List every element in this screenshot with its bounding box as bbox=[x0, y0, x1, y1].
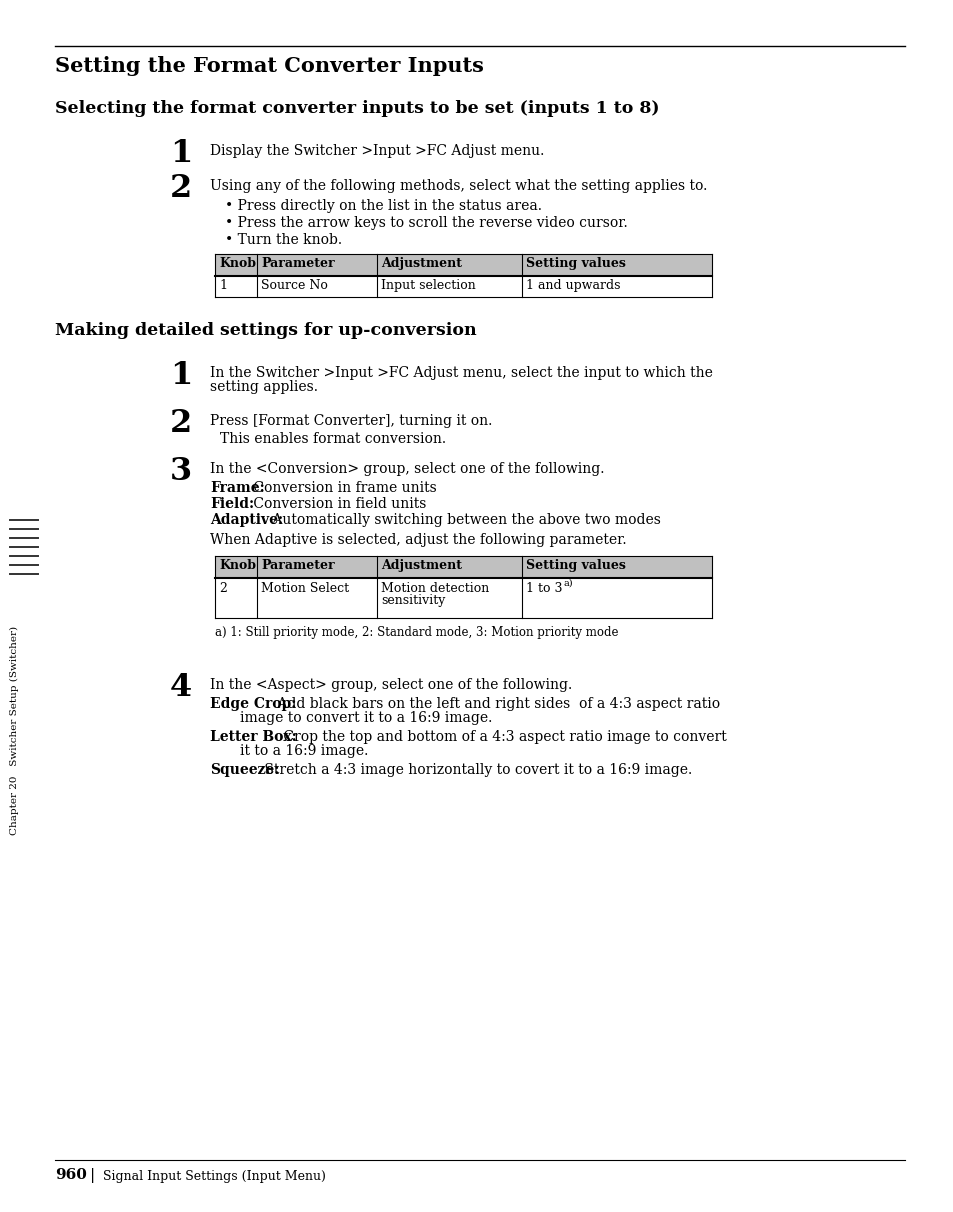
Text: Source No: Source No bbox=[261, 279, 328, 292]
Text: Edge Crop:: Edge Crop: bbox=[210, 697, 296, 711]
Text: Knob: Knob bbox=[219, 257, 255, 270]
Text: 2: 2 bbox=[219, 582, 227, 595]
Text: sensitivity: sensitivity bbox=[380, 594, 445, 607]
Text: Add black bars on the left and right sides  of a 4:3 aspect ratio: Add black bars on the left and right sid… bbox=[273, 697, 720, 711]
Text: Field:: Field: bbox=[210, 497, 253, 511]
Text: Squeeze:: Squeeze: bbox=[210, 764, 279, 777]
Text: 1 to 3: 1 to 3 bbox=[525, 582, 566, 595]
Text: 3: 3 bbox=[170, 456, 192, 487]
Text: In the Switcher >Input >FC Adjust menu, select the input to which the: In the Switcher >Input >FC Adjust menu, … bbox=[210, 366, 712, 381]
Text: Adaptive:: Adaptive: bbox=[210, 513, 283, 527]
Bar bbox=[214, 255, 711, 276]
Text: • Turn the knob.: • Turn the knob. bbox=[225, 233, 342, 247]
Text: • Press the arrow keys to scroll the reverse video cursor.: • Press the arrow keys to scroll the rev… bbox=[225, 216, 627, 230]
Text: Setting values: Setting values bbox=[525, 559, 625, 572]
Text: 2: 2 bbox=[170, 173, 193, 204]
Text: 2: 2 bbox=[170, 408, 193, 439]
Bar bbox=[214, 556, 711, 578]
Text: This enables format conversion.: This enables format conversion. bbox=[220, 431, 446, 446]
Text: Motion Select: Motion Select bbox=[261, 582, 349, 595]
Text: Chapter 20   Switcher Setup (Switcher): Chapter 20 Switcher Setup (Switcher) bbox=[10, 625, 19, 835]
Text: Letter Box:: Letter Box: bbox=[210, 730, 296, 744]
Text: setting applies.: setting applies. bbox=[210, 381, 317, 394]
Text: Motion detection: Motion detection bbox=[380, 582, 489, 595]
Text: In the <Aspect> group, select one of the following.: In the <Aspect> group, select one of the… bbox=[210, 678, 572, 692]
Text: 1 and upwards: 1 and upwards bbox=[525, 279, 619, 292]
Text: Press [Format Converter], turning it on.: Press [Format Converter], turning it on. bbox=[210, 415, 492, 428]
Text: 4: 4 bbox=[170, 671, 193, 703]
Text: Using any of the following methods, select what the setting applies to.: Using any of the following methods, sele… bbox=[210, 179, 706, 193]
Text: a): a) bbox=[563, 579, 573, 588]
Text: Adjustment: Adjustment bbox=[380, 257, 461, 270]
Text: Input selection: Input selection bbox=[380, 279, 476, 292]
Text: When Adaptive is selected, adjust the following parameter.: When Adaptive is selected, adjust the fo… bbox=[210, 533, 626, 547]
Text: it to a 16:9 image.: it to a 16:9 image. bbox=[240, 744, 368, 758]
Text: a) 1: Still priority mode, 2: Standard mode, 3: Motion priority mode: a) 1: Still priority mode, 2: Standard m… bbox=[214, 627, 618, 639]
Text: Automatically switching between the above two modes: Automatically switching between the abov… bbox=[268, 513, 660, 527]
Text: Parameter: Parameter bbox=[261, 257, 335, 270]
Text: Selecting the format converter inputs to be set (inputs 1 to 8): Selecting the format converter inputs to… bbox=[55, 101, 659, 118]
Text: Signal Input Settings (Input Menu): Signal Input Settings (Input Menu) bbox=[103, 1170, 326, 1183]
Text: 1: 1 bbox=[170, 360, 193, 391]
Text: image to convert it to a 16:9 image.: image to convert it to a 16:9 image. bbox=[240, 711, 492, 725]
Text: Knob: Knob bbox=[219, 559, 255, 572]
Text: Stretch a 4:3 image horizontally to covert it to a 16:9 image.: Stretch a 4:3 image horizontally to cove… bbox=[260, 764, 692, 777]
Text: In the <Conversion> group, select one of the following.: In the <Conversion> group, select one of… bbox=[210, 462, 604, 476]
Text: Setting the Format Converter Inputs: Setting the Format Converter Inputs bbox=[55, 56, 483, 76]
Text: Conversion in frame units: Conversion in frame units bbox=[249, 481, 436, 494]
Text: |: | bbox=[90, 1168, 95, 1183]
Text: Setting values: Setting values bbox=[525, 257, 625, 270]
Text: Frame:: Frame: bbox=[210, 481, 265, 494]
Text: 1: 1 bbox=[219, 279, 227, 292]
Text: Display the Switcher >Input >FC Adjust menu.: Display the Switcher >Input >FC Adjust m… bbox=[210, 144, 544, 158]
Text: 1: 1 bbox=[170, 138, 193, 168]
Text: Crop the top and bottom of a 4:3 aspect ratio image to convert: Crop the top and bottom of a 4:3 aspect … bbox=[279, 730, 726, 744]
Text: Making detailed settings for up-conversion: Making detailed settings for up-conversi… bbox=[55, 322, 476, 339]
Text: Adjustment: Adjustment bbox=[380, 559, 461, 572]
Text: 960: 960 bbox=[55, 1168, 87, 1182]
Text: Parameter: Parameter bbox=[261, 559, 335, 572]
Text: • Press directly on the list in the status area.: • Press directly on the list in the stat… bbox=[225, 199, 541, 213]
Text: Conversion in field units: Conversion in field units bbox=[249, 497, 426, 511]
